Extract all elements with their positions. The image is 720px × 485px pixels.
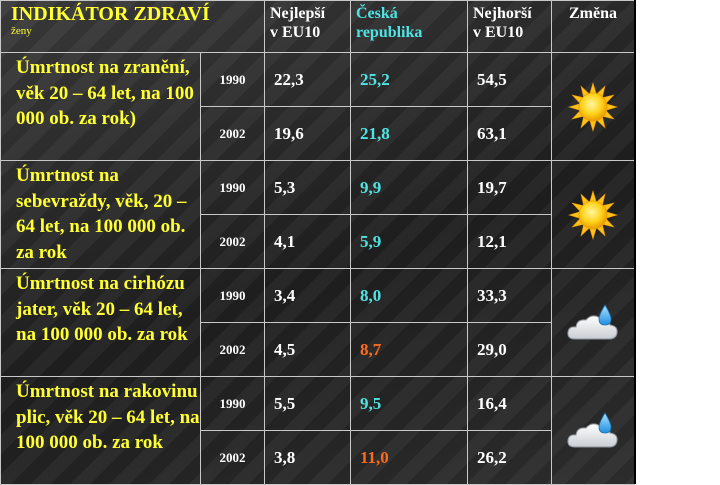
col-header-best: Nejlepší v EU10 [264,0,351,53]
table-title: INDIKÁTOR ZDRAVÍ [11,3,210,25]
best-eu10-value: 19,6 [264,106,351,161]
best-eu10-value: 22,3 [264,52,351,107]
year-cell: 1990 [200,268,265,323]
rain-cloud-icon [552,301,634,345]
change-indicator [551,52,635,161]
best-eu10-value: 5,5 [264,376,351,431]
table-row: 2002 4,1 5,9 12,1 [1,214,635,269]
table-row: Úmrtnost na cirhózu jater, věk 20 – 64 l… [0,268,635,377]
table-title-cell: INDIKÁTOR ZDRAVÍ ženy [0,0,265,53]
table-row: Úmrtnost na sebevraždy, věk, 20 – 64 let… [0,160,635,269]
year-cell: 1990 [200,160,265,215]
table-subtitle: ženy [11,25,32,37]
table-row: 2002 4,5 8,7 29,0 [1,322,635,377]
change-indicator [551,160,635,269]
year-cell: 2002 [200,322,265,377]
czech-republic-value: 8,0 [350,268,468,323]
czech-republic-value: 11,0 [350,430,468,485]
czech-republic-value: 9,5 [350,376,468,431]
health-indicator-table: INDIKÁTOR ZDRAVÍ ženy Nejlepší v EU10 Če… [0,0,635,485]
year-cell: 2002 [200,214,265,269]
indicator-label: Úmrtnost na cirhózu jater, věk 20 – 64 l… [0,268,201,377]
header-row: INDIKÁTOR ZDRAVÍ ženy Nejlepší v EU10 Če… [0,0,635,53]
best-eu10-value: 3,4 [264,268,351,323]
czech-republic-value: 21,8 [350,106,468,161]
table-row: 2002 19,6 21,8 63,1 [1,106,635,161]
worst-eu10-value: 33,3 [467,268,552,323]
czech-republic-value: 5,9 [350,214,468,269]
worst-eu10-value: 19,7 [467,160,552,215]
year-cell: 2002 [200,106,265,161]
worst-eu10-value: 54,5 [467,52,552,107]
rain-cloud-icon [552,409,634,453]
best-eu10-value: 4,5 [264,322,351,377]
col-header-worst: Nejhorší v EU10 [467,0,552,53]
table-row: 2002 3,8 11,0 26,2 [1,430,635,485]
worst-eu10-value: 16,4 [467,376,552,431]
worst-eu10-value: 12,1 [467,214,552,269]
czech-republic-value: 25,2 [350,52,468,107]
best-eu10-value: 4,1 [264,214,351,269]
change-indicator [551,268,635,377]
change-indicator [551,376,635,485]
indicator-label: Úmrtnost na sebevraždy, věk, 20 – 64 let… [0,160,201,269]
table-row: Úmrtnost na rakovinu plic, věk 20 – 64 l… [0,376,635,485]
indicator-label: Úmrtnost na zranění, věk 20 – 64 let, na… [0,52,201,161]
sun-icon [552,81,634,132]
worst-eu10-value: 29,0 [467,322,552,377]
best-eu10-value: 3,8 [264,430,351,485]
worst-eu10-value: 26,2 [467,430,552,485]
slide-border [634,0,636,484]
worst-eu10-value: 63,1 [467,106,552,161]
col-header-czech-republic: Česká republika [350,0,468,53]
year-cell: 2002 [200,430,265,485]
best-eu10-value: 5,3 [264,160,351,215]
year-cell: 1990 [200,376,265,431]
czech-republic-value: 9,9 [350,160,468,215]
indicator-label: Úmrtnost na rakovinu plic, věk 20 – 64 l… [0,376,201,485]
col-header-change: Změna [551,0,635,53]
table-row: Úmrtnost na zranění, věk 20 – 64 let, na… [0,52,635,161]
year-cell: 1990 [200,52,265,107]
czech-republic-value: 8,7 [350,322,468,377]
sun-icon [552,189,634,240]
